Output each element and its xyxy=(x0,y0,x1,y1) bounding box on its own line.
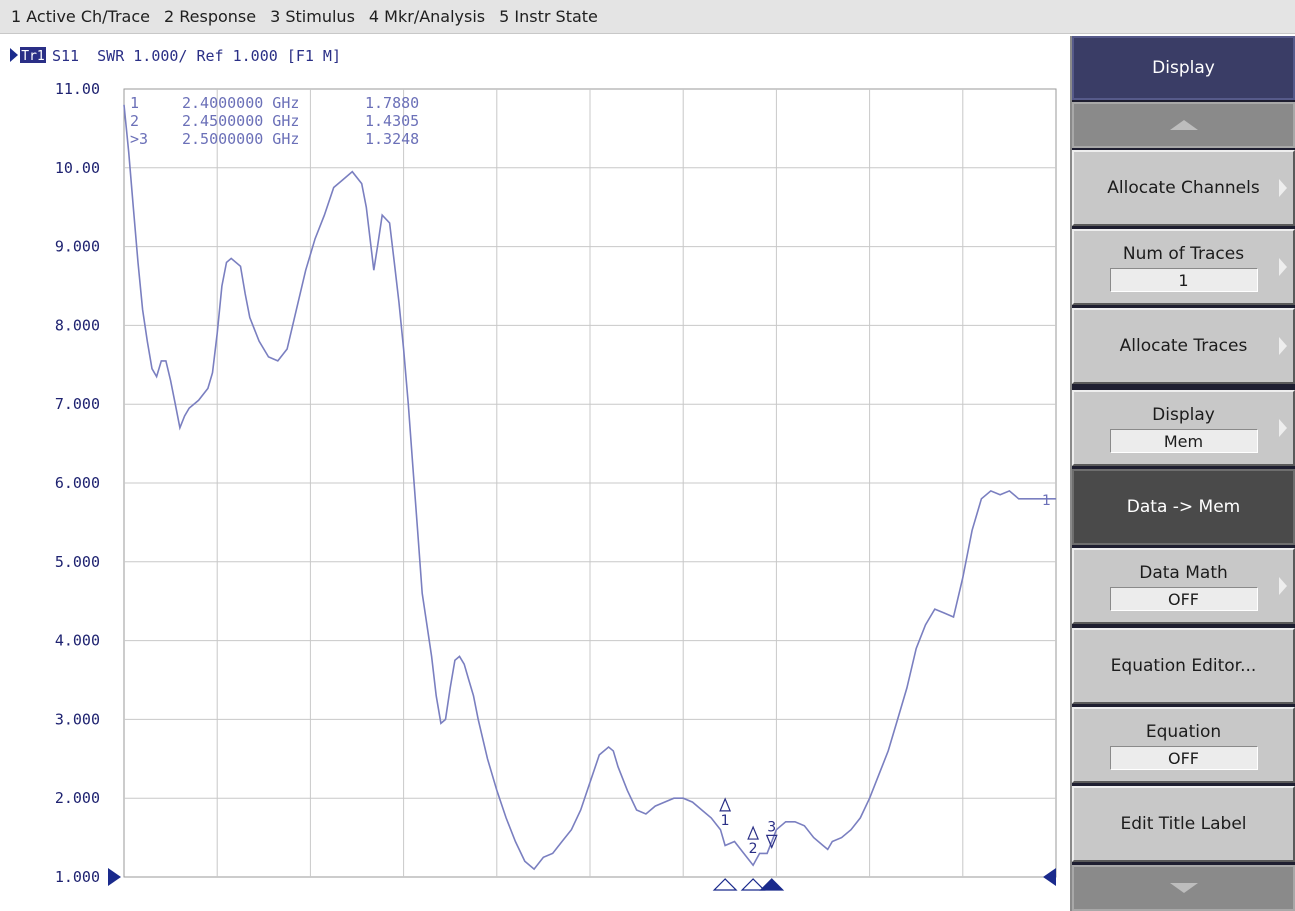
display-mode-label: Display xyxy=(1152,404,1215,425)
display-mode-button[interactable]: Display Mem xyxy=(1072,390,1295,466)
data-math-value: OFF xyxy=(1109,587,1258,612)
edit-title-label-button[interactable]: Edit Title Label xyxy=(1072,786,1295,862)
marker-readout-table: 1 2.4000000 GHz 1.7880 2 2.4500000 GHz 1… xyxy=(130,94,419,148)
swr-chart: 11.00 10.00 9.000 8.000 7.000 6.000 5.000 4.000… xyxy=(10,47,1057,891)
menu-bar: 1 Active Ch/Trace 2 Response 3 Stimulus … xyxy=(0,0,1295,34)
menu-stimulus[interactable]: 3 Stimulus xyxy=(270,7,355,26)
marker-row-value: 1.3248 xyxy=(365,130,419,148)
softkey-title-label: Display xyxy=(1152,57,1215,78)
menu-instr-state[interactable]: 5 Instr State xyxy=(499,7,598,26)
marker-row-freq: 2.4500000 GHz xyxy=(182,112,299,130)
y-tick-label: 2.000 xyxy=(55,789,100,807)
softkey-title-display: Display xyxy=(1072,36,1295,100)
allocate-channels-label: Allocate Channels xyxy=(1107,177,1260,198)
y-tick-label: 7.000 xyxy=(55,395,100,413)
softkey-scroll-up[interactable] xyxy=(1072,102,1295,148)
triangle-up-icon xyxy=(1169,120,1198,130)
menu-active-ch-trace[interactable]: 1 Active Ch/Trace xyxy=(11,7,150,26)
marker-number-label: 1 xyxy=(721,813,730,829)
submenu-arrow-icon xyxy=(1279,337,1287,355)
y-tick-label: 9.000 xyxy=(55,238,100,256)
num-of-traces-label: Num of Traces xyxy=(1122,243,1245,264)
menu-response[interactable]: 2 Response xyxy=(164,7,257,26)
marker-row-value: 1.7880 xyxy=(365,94,419,112)
menu-mkr-analysis[interactable]: 4 Mkr/Analysis xyxy=(368,7,486,26)
equation-editor-label: Equation Editor... xyxy=(1110,655,1257,676)
softkey-scroll-down[interactable] xyxy=(1072,865,1295,911)
marker-1[interactable]: 1 xyxy=(712,797,738,891)
allocate-channels-button[interactable]: Allocate Channels xyxy=(1072,150,1295,226)
marker-row-freq: 2.5000000 GHz xyxy=(182,130,299,148)
allocate-traces-label: Allocate Traces xyxy=(1119,335,1248,356)
submenu-arrow-icon xyxy=(1279,577,1287,595)
edit-title-label: Edit Title Label xyxy=(1120,813,1247,834)
marker-axis-indicator-icon xyxy=(712,878,738,891)
num-of-traces-value: 1 xyxy=(1109,268,1258,293)
y-tick-label: 11.00 xyxy=(55,80,100,98)
data-math-label: Data Math xyxy=(1139,562,1228,583)
submenu-arrow-icon xyxy=(1279,179,1287,197)
y-tick-label: 3.000 xyxy=(55,710,100,728)
marker-row-id: 2 xyxy=(130,112,139,130)
submenu-arrow-icon xyxy=(1279,419,1287,437)
marker-3[interactable]: 3 xyxy=(759,819,785,891)
chart-area: 11.00 10.00 9.000 8.000 7.000 6.000 5.000 4.000… xyxy=(0,36,1072,911)
data-to-mem-label: Data -> Mem xyxy=(1126,496,1241,517)
triangle-down-icon xyxy=(1169,883,1198,893)
marker-layer: 1 23 xyxy=(712,797,785,891)
ref-level-marker-right-icon[interactable] xyxy=(1043,868,1056,886)
marker-number-label: 2 xyxy=(749,841,758,857)
active-trace-arrow-icon xyxy=(10,48,18,62)
marker-row-value: 1.4305 xyxy=(365,112,419,130)
data-to-mem-button[interactable]: Data -> Mem xyxy=(1072,469,1295,545)
y-tick-label: 4.000 xyxy=(55,632,100,650)
marker-row-id: 1 xyxy=(130,94,139,112)
trace-layer: 1 xyxy=(123,104,1056,871)
softkey-panel: Display Allocate Channels Num of Traces … xyxy=(1072,36,1295,911)
marker-2[interactable]: 2 xyxy=(740,825,766,891)
marker-triangle-icon xyxy=(765,834,778,849)
marker-triangle-icon xyxy=(719,797,732,812)
trace-badge[interactable] xyxy=(20,47,46,63)
equation-button[interactable]: Equation OFF xyxy=(1072,707,1295,783)
y-axis-ticks: 11.00 10.00 9.000 8.000 7.000 6.000 5.000 4.000… xyxy=(55,80,100,886)
marker-number-label: 3 xyxy=(767,819,776,835)
data-math-button[interactable]: Data Math OFF xyxy=(1072,548,1295,624)
y-tick-label: 10.00 xyxy=(55,159,100,177)
y-tick-label: 6.000 xyxy=(55,474,100,492)
trace-end-label: 1 xyxy=(1042,493,1051,509)
trace-header-text: S11 SWR 1.000/ Ref 1.000 [F1 M] xyxy=(52,47,341,65)
num-of-traces-button[interactable]: Num of Traces 1 xyxy=(1072,229,1295,305)
marker-row-id: >3 xyxy=(130,130,148,148)
equation-value: OFF xyxy=(1109,746,1258,771)
submenu-arrow-icon xyxy=(1279,258,1287,276)
marker-triangle-icon xyxy=(747,825,759,840)
marker-axis-indicator-icon xyxy=(759,878,785,891)
grid xyxy=(123,88,1057,878)
y-tick-label: 1.000 xyxy=(55,868,100,886)
trace-badge-label: Tr1 xyxy=(21,49,44,64)
allocate-traces-button[interactable]: Allocate Traces xyxy=(1072,308,1295,384)
s11-trace-line xyxy=(123,104,1056,871)
equation-label: Equation xyxy=(1145,721,1222,742)
y-tick-label: 5.000 xyxy=(55,553,100,571)
equation-editor-button[interactable]: Equation Editor... xyxy=(1072,628,1295,704)
marker-row-freq: 2.4000000 GHz xyxy=(182,94,299,112)
y-tick-label: 8.000 xyxy=(55,316,100,334)
display-mode-value: Mem xyxy=(1109,429,1258,454)
ref-level-marker-left-icon[interactable] xyxy=(108,868,121,886)
marker-axis-indicator-icon xyxy=(740,878,766,891)
